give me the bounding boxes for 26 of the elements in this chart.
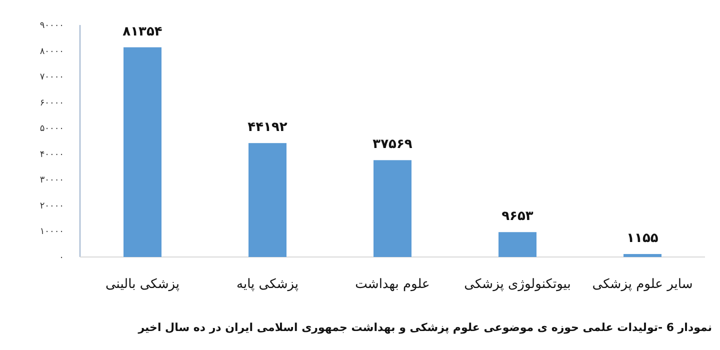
bar <box>374 160 412 257</box>
data-label: ۳۷۵۶۹ <box>372 137 412 152</box>
y-tick-label: ۸۰۰۰۰ <box>40 46 64 57</box>
data-label: ۱۱۵۵ <box>626 231 658 246</box>
x-tick-label: سایر علوم پزشکی <box>592 277 693 292</box>
y-tick-label: ۴۰۰۰۰ <box>40 150 64 160</box>
y-tick-label: ۷۰۰۰۰ <box>40 72 64 83</box>
x-tick-label: علوم بهداشت <box>355 277 430 292</box>
bar <box>498 232 536 257</box>
x-tick-label: پزشکی بالینی <box>105 277 180 292</box>
y-tick-label: ۶۰۰۰۰ <box>40 98 64 108</box>
bar <box>248 143 286 257</box>
y-tick-label: ۲۰۰۰۰ <box>40 201 64 212</box>
data-label: ۴۴۱۹۲ <box>248 120 288 136</box>
text: نمودار 6 -تولیدات علمی حوزه ی موضوعی علوم پزشکی و بهداشت جمهوری اسلامی ایران در ده سال اخیر <box>137 321 712 334</box>
y-tick-label: ۹۰۰۰۰ <box>40 21 64 31</box>
y-tick-label: ۰ <box>59 253 64 263</box>
y-tick-label: ۱۰۰۰۰ <box>40 227 64 238</box>
data-label: ۸۱۳۵۴ <box>122 24 162 40</box>
x-tick-label: پزشکی پایه <box>236 277 299 292</box>
y-tick-label: ۵۰۰۰۰ <box>40 124 64 134</box>
bar <box>124 47 162 257</box>
data-label: ۹۶۵۳ <box>502 209 534 224</box>
bar <box>624 254 662 257</box>
y-tick-label: ۳۰۰۰۰ <box>40 176 64 186</box>
x-tick-label: بیوتکنولوژی پزشکی <box>464 277 571 292</box>
